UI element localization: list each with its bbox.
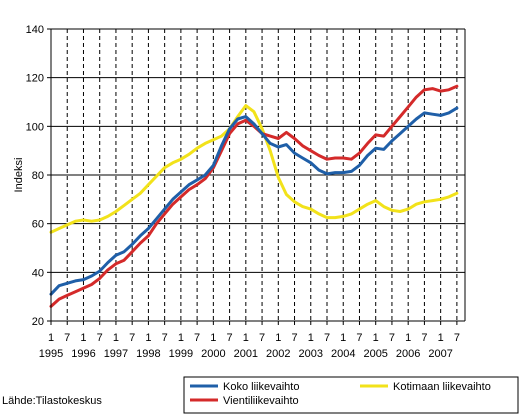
x-tick-year-label: 1996: [71, 348, 95, 360]
y-tick-label: 140: [26, 24, 44, 36]
x-tick-month-label: 7: [454, 332, 460, 344]
x-tick-month-label: 1: [178, 332, 184, 344]
x-tick-year-label: 2007: [428, 348, 452, 360]
x-tick-year-label: 2000: [201, 348, 225, 360]
x-tick-month-label: 1: [113, 332, 119, 344]
grid-lines: [51, 28, 465, 321]
x-tick-month-label: 7: [64, 332, 70, 344]
x-tick-year-label: 1999: [169, 348, 193, 360]
x-tick-month-label: 1: [210, 332, 216, 344]
source-note: Lähde:Tilastokeskus: [2, 395, 102, 407]
x-tick-month-label: 7: [227, 332, 233, 344]
legend-label: Koko liikevaihto: [223, 381, 299, 393]
y-tick-label: 120: [26, 73, 44, 85]
x-tick-month-label: 1: [405, 332, 411, 344]
x-tick-year-label: 2002: [266, 348, 290, 360]
x-tick-month-label: 7: [259, 332, 265, 344]
y-tick-label: 20: [32, 316, 44, 328]
x-tick-month-label: 1: [275, 332, 281, 344]
x-tick-month-label: 1: [308, 332, 314, 344]
series-line-vientiliikevaihto: [49, 84, 459, 308]
y-tick-label: 80: [32, 170, 44, 182]
x-tick-year-label: 1997: [104, 348, 128, 360]
x-tick-month-label: 7: [324, 332, 330, 344]
y-tick-label: 100: [26, 121, 44, 133]
x-tick-year-label: 1995: [39, 348, 63, 360]
x-tick-month-label: 1: [80, 332, 86, 344]
series-line-koko-liikevaihto: [49, 106, 459, 296]
legend-label: Vientiliikevaihto: [223, 395, 299, 407]
legend: Koko liikevaihto Vientiliikevaihto Kotimaa…: [183, 376, 519, 414]
y-tick-label: 60: [32, 219, 44, 231]
x-tick-month-label: 1: [340, 332, 346, 344]
y-tick-label: 40: [32, 267, 44, 279]
x-tick-year-label: 2003: [299, 348, 323, 360]
x-tick-year-label: 1998: [136, 348, 160, 360]
series-line-kotimaan-liikevaihto: [49, 104, 459, 234]
x-tick-month-label: 7: [421, 332, 427, 344]
x-tick-month-label: 7: [291, 332, 297, 344]
x-tick-month-label: 7: [162, 332, 168, 344]
x-tick-month-label: 1: [373, 332, 379, 344]
x-tick-year-label: 2005: [363, 348, 387, 360]
x-tick-month-label: 1: [145, 332, 151, 344]
x-tick-year-label: 2004: [331, 348, 355, 360]
x-tick-month-label: 7: [356, 332, 362, 344]
legend-entry: Kotimaan liikevaihto: [360, 381, 491, 393]
x-tick-month-label: 7: [129, 332, 135, 344]
series-layer: [49, 84, 459, 308]
x-tick-year-label: 2001: [234, 348, 258, 360]
x-tick-year-label: 2006: [396, 348, 420, 360]
x-tick-month-label: 7: [194, 332, 200, 344]
x-tick-month-label: 1: [243, 332, 249, 344]
legend-entry: Vientiliikevaihto: [190, 395, 299, 407]
x-tick-month-label: 7: [97, 332, 103, 344]
y-axis-label: Indeksi: [13, 158, 25, 193]
legend-box: [183, 376, 519, 414]
x-tick-month-label: 7: [389, 332, 395, 344]
x-tick-month-label: 1: [48, 332, 54, 344]
legend-entry: Koko liikevaihto: [190, 381, 299, 393]
legend-label: Kotimaan liikevaihto: [393, 381, 491, 393]
x-tick-month-label: 1: [438, 332, 444, 344]
